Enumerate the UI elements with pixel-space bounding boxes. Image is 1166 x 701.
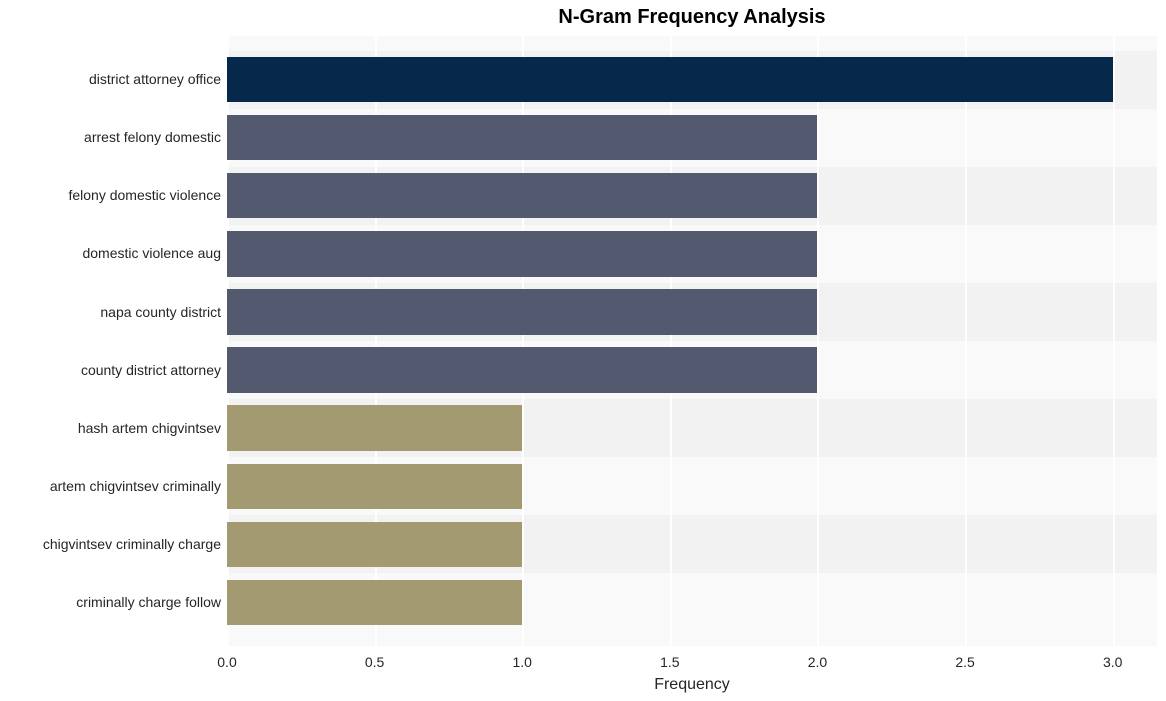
gridline [1113, 36, 1115, 646]
bar [227, 347, 817, 392]
ngram-chart: N-Gram Frequency Analysis district attor… [0, 0, 1166, 701]
gridline [817, 36, 819, 646]
x-tick-label: 3.0 [1103, 654, 1122, 670]
y-tick-label: chigvintsev criminally charge [43, 536, 221, 552]
y-tick-label: domestic violence aug [82, 245, 221, 261]
chart-title: N-Gram Frequency Analysis [109, 6, 1166, 29]
x-tick-label: 2.0 [808, 654, 827, 670]
y-tick-label: hash artem chigvintsev [78, 420, 221, 436]
bar [227, 115, 817, 160]
bar [227, 522, 522, 567]
x-tick-label: 1.5 [660, 654, 679, 670]
y-tick-label: felony domestic violence [68, 187, 221, 203]
plot-area [227, 36, 1157, 646]
x-tick-label: 1.0 [513, 654, 532, 670]
y-tick-label: district attorney office [89, 71, 221, 87]
y-tick-label: napa county district [100, 304, 221, 320]
x-axis-label: Frequency [227, 676, 1157, 694]
y-tick-label: county district attorney [81, 362, 221, 378]
bar [227, 580, 522, 625]
bar [227, 405, 522, 450]
bar [227, 57, 1113, 102]
bar [227, 464, 522, 509]
x-tick-label: 0.0 [217, 654, 236, 670]
x-tick-label: 0.5 [365, 654, 384, 670]
x-tick-label: 2.5 [955, 654, 974, 670]
y-tick-label: criminally charge follow [76, 594, 221, 610]
bar [227, 289, 817, 334]
bar [227, 173, 817, 218]
y-tick-label: arrest felony domestic [84, 129, 221, 145]
bar [227, 231, 817, 276]
gridline [965, 36, 967, 646]
y-tick-label: artem chigvintsev criminally [50, 478, 221, 494]
